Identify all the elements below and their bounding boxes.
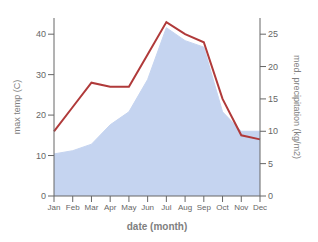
svg-text:max temp (C): max temp (C) [12, 80, 22, 135]
svg-text:5: 5 [268, 159, 273, 169]
svg-text:Apr: Apr [104, 203, 117, 212]
svg-text:Jun: Jun [141, 203, 154, 212]
svg-text:Mar: Mar [85, 203, 99, 212]
svg-text:Jul: Jul [161, 203, 171, 212]
svg-text:30: 30 [36, 70, 46, 80]
svg-text:Nov: Nov [234, 203, 248, 212]
svg-text:med. precipitation (kg/m2): med. precipitation (kg/m2) [292, 55, 302, 159]
svg-text:10: 10 [268, 126, 278, 136]
svg-text:20: 20 [36, 110, 46, 120]
svg-text:15: 15 [268, 94, 278, 104]
svg-text:Feb: Feb [66, 203, 80, 212]
svg-text:Aug: Aug [178, 203, 192, 212]
svg-text:Jan: Jan [48, 203, 61, 212]
svg-text:20: 20 [268, 62, 278, 72]
svg-text:May: May [121, 203, 136, 212]
svg-text:40: 40 [36, 29, 46, 39]
svg-text:10: 10 [36, 151, 46, 161]
svg-text:Sep: Sep [197, 203, 212, 212]
svg-text:Oct: Oct [216, 203, 229, 212]
svg-text:0: 0 [41, 191, 46, 201]
svg-text:date (month): date (month) [127, 221, 188, 232]
svg-text:0: 0 [268, 191, 273, 201]
svg-text:Dec: Dec [253, 203, 267, 212]
svg-text:25: 25 [268, 29, 278, 39]
